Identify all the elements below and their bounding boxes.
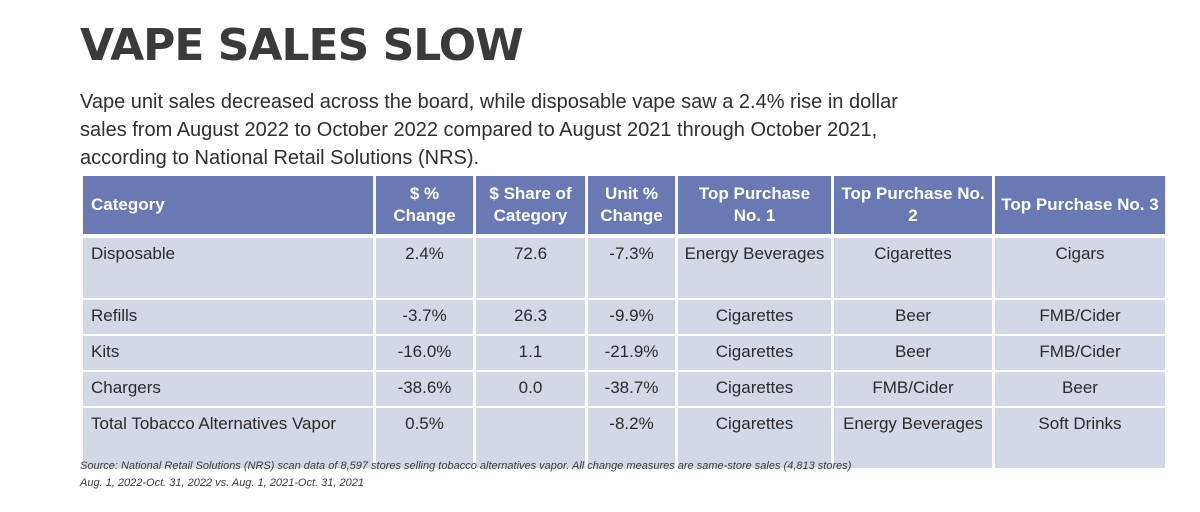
cell-top-purchase-1: Cigarettes [678, 335, 831, 371]
cell-top-purchase-2: Energy Beverages [834, 407, 992, 469]
cell-top-purchase-3: FMB/Cider [995, 299, 1165, 335]
header-top-purchase-2: Top Purchase No. 2 [834, 176, 992, 237]
cell-top-purchase-2: Beer [834, 335, 992, 371]
cell-dollar-change: 0.5% [376, 407, 473, 469]
cell-dollar-change: -16.0% [376, 335, 473, 371]
table-row: Refills -3.7% 26.3 -9.9% Cigarettes Beer… [83, 299, 1165, 335]
cell-top-purchase-2: Beer [834, 299, 992, 335]
table-row: Total Tobacco Alternatives Vapor 0.5% -8… [83, 407, 1165, 469]
cell-dollar-share: 26.3 [476, 299, 585, 335]
cell-top-purchase-2: FMB/Cider [834, 371, 992, 407]
source-note: Source: National Retail Solutions (NRS) … [80, 458, 1166, 492]
cell-dollar-share: 72.6 [476, 237, 585, 299]
cell-top-purchase-3: Beer [995, 371, 1165, 407]
header-category: Category [83, 176, 373, 237]
cell-top-purchase-1: Cigarettes [678, 299, 831, 335]
cell-top-purchase-3: FMB/Cider [995, 335, 1165, 371]
cell-unit-change: -38.7% [588, 371, 675, 407]
vape-sales-table: Category $ % Change $ Share of Category … [80, 176, 1168, 469]
cell-category: Disposable [83, 237, 373, 299]
source-line-1: Source: National Retail Solutions (NRS) … [80, 460, 852, 472]
table-header-row: Category $ % Change $ Share of Category … [83, 176, 1165, 237]
table-row: Disposable 2.4% 72.6 -7.3% Energy Bevera… [83, 237, 1165, 299]
cell-category: Total Tobacco Alternatives Vapor [83, 407, 373, 469]
cell-unit-change: -9.9% [588, 299, 675, 335]
header-dollar-share: $ Share of Category [476, 176, 585, 237]
table-row: Chargers -38.6% 0.0 -38.7% Cigarettes FM… [83, 371, 1165, 407]
header-dollar-change: $ % Change [376, 176, 473, 237]
cell-dollar-share: 1.1 [476, 335, 585, 371]
cell-dollar-share: 0.0 [476, 371, 585, 407]
header-unit-change: Unit % Change [588, 176, 675, 237]
intro-paragraph: Vape unit sales decreased across the boa… [80, 91, 898, 169]
header-top-purchase-1: Top Purchase No. 1 [678, 176, 831, 237]
cell-dollar-change: -38.6% [376, 371, 473, 407]
cell-top-purchase-3: Soft Drinks [995, 407, 1165, 469]
source-line-2: Aug. 1, 2022-Oct. 31, 2022 vs. Aug. 1, 2… [80, 477, 364, 489]
cell-category: Kits [83, 335, 373, 371]
cell-category: Chargers [83, 371, 373, 407]
cell-unit-change: -21.9% [588, 335, 675, 371]
cell-top-purchase-1: Cigarettes [678, 407, 831, 469]
cell-unit-change: -8.2% [588, 407, 675, 469]
cell-top-purchase-1: Cigarettes [678, 371, 831, 407]
cell-top-purchase-3: Cigars [995, 237, 1165, 299]
page-title: VAPE SALES SLOW [80, 20, 524, 71]
cell-dollar-change: 2.4% [376, 237, 473, 299]
cell-dollar-change: -3.7% [376, 299, 473, 335]
cell-top-purchase-1: Energy Beverages [678, 237, 831, 299]
cell-category: Refills [83, 299, 373, 335]
cell-top-purchase-2: Cigarettes [834, 237, 992, 299]
cell-dollar-share [476, 407, 585, 469]
table-row: Kits -16.0% 1.1 -21.9% Cigarettes Beer F… [83, 335, 1165, 371]
header-top-purchase-3: Top Purchase No. 3 [995, 176, 1165, 237]
cell-unit-change: -7.3% [588, 237, 675, 299]
